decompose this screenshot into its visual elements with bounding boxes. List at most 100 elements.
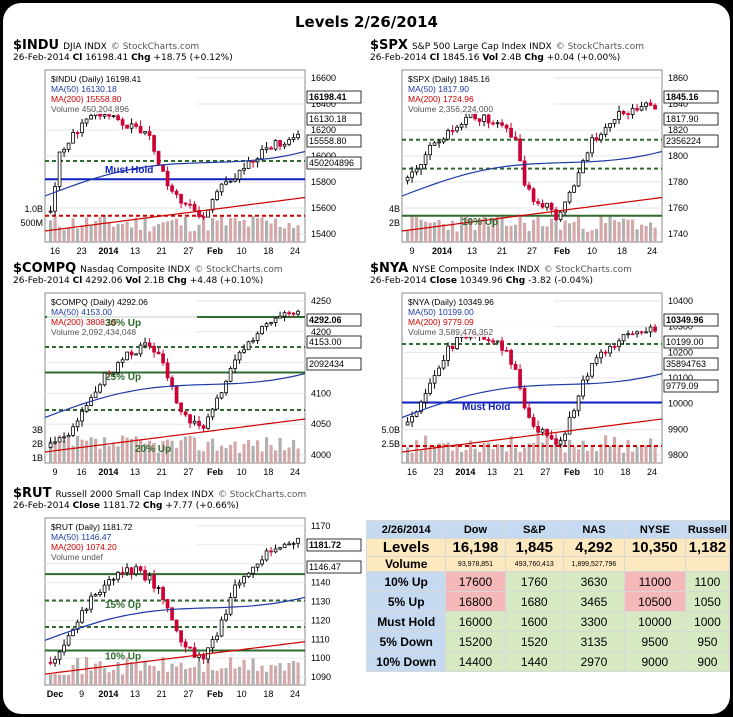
candle-body — [156, 150, 161, 166]
level-annotation: Must Hold — [462, 402, 510, 413]
y-tick-label: 1760 — [668, 203, 688, 213]
y-tick-label: 1090 — [311, 672, 331, 682]
candle-body — [53, 658, 57, 664]
volume-bar — [193, 667, 197, 685]
legend-entry: MA(50) 4153.00 — [51, 307, 112, 317]
candle-body — [455, 126, 459, 132]
volume-bar — [292, 660, 296, 685]
legend-entry: $NYA (Daily) 10349.96 — [408, 297, 494, 307]
volume-bar — [604, 223, 608, 242]
volume-bar — [406, 229, 410, 242]
candle-body — [572, 410, 576, 418]
volume-bar — [148, 440, 152, 463]
y-tick-label: 1130 — [311, 597, 330, 607]
candle-body — [509, 349, 513, 365]
candle-body — [57, 151, 62, 187]
table-cell: 1,899,527,796 — [563, 556, 625, 572]
candle-body — [134, 353, 138, 356]
x-tick-label: 10 — [237, 246, 247, 256]
candle-body — [147, 574, 152, 581]
row-label: 10% Down — [365, 651, 447, 672]
candle-body — [156, 587, 161, 589]
ma50-line — [44, 373, 306, 419]
volume-bar — [238, 666, 242, 685]
volume-bar — [617, 445, 621, 463]
x-tick-label: 27 — [183, 467, 193, 477]
ma200-line — [401, 418, 663, 453]
volume-bar — [287, 447, 291, 463]
volume-bar — [62, 230, 66, 242]
candle-body — [107, 372, 111, 375]
candle-body — [246, 341, 251, 351]
candle-body — [215, 397, 219, 410]
candle-body — [183, 202, 188, 205]
x-tick-label: 27 — [183, 689, 193, 699]
x-tick-label: 2014 — [455, 467, 475, 477]
legend-entry: Volume 3,589,476,352 — [408, 327, 493, 337]
volume-bar — [631, 451, 635, 463]
volume-bar — [260, 451, 264, 463]
candle-body — [210, 408, 215, 418]
levels-table: 2/26/2014 Dow S&P NAS NYSE Russell Level… — [365, 520, 730, 672]
volume-bar — [460, 216, 464, 242]
volume-bar — [622, 218, 626, 242]
volume-bar — [296, 662, 300, 685]
candle-body — [500, 340, 504, 351]
volume-bar — [251, 658, 255, 685]
candle-body — [80, 122, 84, 133]
candle-body — [228, 368, 233, 382]
volume-bar — [265, 671, 269, 685]
price-box — [306, 538, 362, 552]
volume-bar — [653, 227, 657, 242]
candle-body — [179, 630, 183, 643]
table-cell: 3465 — [563, 591, 625, 612]
x-tick-label: 2014 — [98, 689, 118, 699]
candle-body — [621, 334, 626, 342]
table-cell: 11000 — [623, 571, 686, 592]
y-tick-label: 15800 — [311, 177, 336, 187]
volume-bar — [260, 665, 264, 685]
volume-bar — [442, 224, 446, 242]
candle-body — [62, 436, 66, 439]
candle-body — [242, 168, 246, 171]
candle-body — [419, 164, 423, 170]
candle-body — [251, 566, 255, 574]
volume-bar — [419, 450, 423, 463]
volume-bar — [134, 436, 138, 463]
candle-body — [192, 420, 197, 424]
candle-body — [138, 566, 143, 571]
candle-body — [183, 641, 188, 648]
price-box — [663, 112, 719, 126]
candle-body — [129, 351, 134, 356]
table-cell: 1600 — [504, 611, 565, 632]
candle-body — [174, 190, 179, 195]
volume-bar — [233, 441, 237, 463]
volume-bar — [206, 230, 210, 242]
volume-bar — [622, 452, 626, 463]
volume-bar — [112, 226, 116, 242]
candle-body — [75, 132, 80, 134]
candle-body — [219, 392, 224, 399]
candle-body — [414, 168, 419, 173]
volume-bar — [121, 435, 125, 463]
volume-bar — [71, 218, 75, 242]
row-label: 10% Up — [365, 571, 447, 592]
volume-bar — [563, 220, 567, 242]
candle-body — [246, 160, 251, 169]
volume-bar — [143, 217, 147, 242]
y-tick-label: 4100 — [311, 388, 331, 398]
panel-nya-chart: 10400 10300 10200 10100 10000 9900 9800 16 23 201… — [381, 292, 719, 477]
volume-bar — [568, 223, 572, 242]
legend-bg — [404, 72, 554, 114]
x-tick-label: 10 — [237, 689, 247, 699]
volume-bar — [94, 438, 98, 463]
x-tick-label: 27 — [183, 246, 193, 256]
volume-bar — [130, 662, 134, 685]
legend-entry: $SPX (Daily) 1845.16 — [408, 74, 490, 84]
candle-body — [201, 425, 206, 429]
candle-body — [84, 608, 89, 612]
candle-body — [143, 569, 147, 581]
table-cell: 1000 — [684, 611, 730, 632]
legend-entry: MA(200) 15558.80 — [51, 94, 122, 104]
volume-bar — [188, 667, 192, 685]
